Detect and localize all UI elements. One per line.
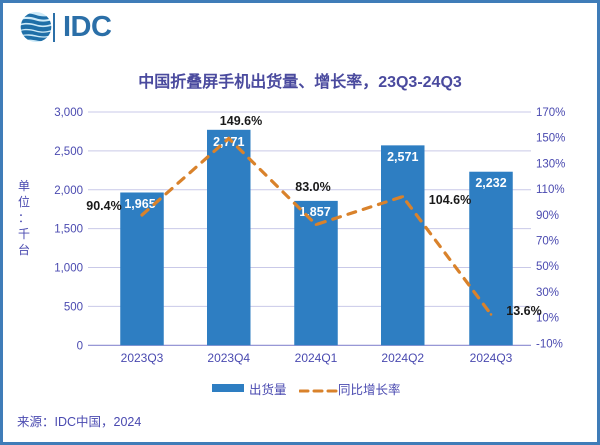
svg-text:90.4%: 90.4% [86, 199, 121, 213]
svg-text:1,857: 1,857 [299, 205, 330, 219]
svg-text:30%: 30% [536, 287, 559, 299]
svg-text:2,500: 2,500 [54, 146, 83, 158]
svg-text:-10%: -10% [536, 338, 563, 350]
svg-text:1,965: 1,965 [124, 197, 155, 211]
svg-text:170%: 170% [536, 107, 565, 119]
svg-text:1,000: 1,000 [54, 263, 83, 275]
svg-text:130%: 130% [536, 158, 565, 170]
svg-text:50%: 50% [536, 261, 559, 273]
svg-text:500: 500 [64, 301, 83, 313]
svg-text:104.6%: 104.6% [429, 193, 471, 207]
svg-text:2023Q4: 2023Q4 [207, 351, 250, 365]
svg-text:83.0%: 83.0% [295, 180, 330, 194]
svg-text:2024Q3: 2024Q3 [470, 351, 513, 365]
svg-text:110%: 110% [536, 184, 565, 196]
svg-text:70%: 70% [536, 236, 559, 248]
svg-text:2024Q1: 2024Q1 [295, 351, 338, 365]
svg-text:0: 0 [77, 340, 83, 352]
svg-text:90%: 90% [536, 210, 559, 222]
svg-text:2023Q3: 2023Q3 [121, 351, 164, 365]
svg-text:3,000: 3,000 [54, 107, 83, 119]
svg-text:150%: 150% [536, 133, 565, 145]
svg-text:1,500: 1,500 [54, 224, 83, 236]
svg-text:2024Q2: 2024Q2 [381, 351, 424, 365]
svg-text:2,571: 2,571 [387, 150, 418, 164]
svg-text:2,232: 2,232 [475, 176, 506, 190]
svg-text:2,000: 2,000 [54, 185, 83, 197]
svg-text:149.6%: 149.6% [220, 114, 262, 128]
svg-text:13.6%: 13.6% [506, 304, 541, 318]
